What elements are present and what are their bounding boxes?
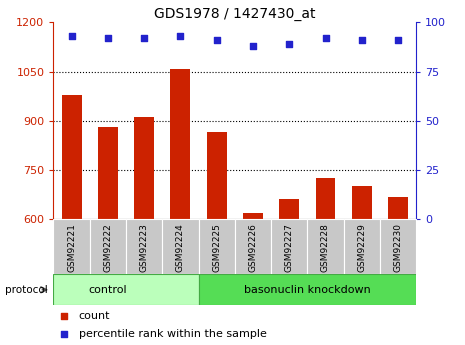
Point — [60, 331, 68, 337]
Bar — [316, 178, 335, 219]
Text: GSM92227: GSM92227 — [285, 224, 294, 272]
Text: GSM92228: GSM92228 — [321, 224, 330, 272]
Point — [322, 36, 329, 41]
Bar — [162, 219, 199, 274]
Bar — [134, 117, 154, 219]
Point — [249, 43, 257, 49]
Bar — [344, 219, 380, 274]
Text: count: count — [79, 312, 110, 322]
Bar — [307, 219, 344, 274]
Point — [68, 33, 75, 39]
Bar — [199, 274, 416, 305]
Bar — [53, 219, 90, 274]
Bar — [380, 219, 416, 274]
Text: GSM92225: GSM92225 — [212, 224, 221, 272]
Bar — [171, 69, 190, 219]
Text: protocol: protocol — [5, 285, 47, 295]
Bar — [90, 219, 126, 274]
Point — [140, 36, 148, 41]
Text: GSM92226: GSM92226 — [248, 224, 258, 272]
Text: GSM92224: GSM92224 — [176, 224, 185, 272]
Bar — [235, 219, 271, 274]
Bar — [62, 95, 81, 219]
Point — [104, 36, 112, 41]
Bar — [388, 197, 408, 219]
Text: basonuclin knockdown: basonuclin knockdown — [244, 285, 371, 295]
Text: percentile rank within the sample: percentile rank within the sample — [79, 329, 267, 339]
Point — [286, 41, 293, 47]
Point — [213, 37, 220, 43]
Bar — [243, 213, 263, 219]
Bar — [53, 274, 199, 305]
Bar — [98, 127, 118, 219]
Point — [177, 33, 184, 39]
Bar — [199, 219, 235, 274]
Text: GSM92221: GSM92221 — [67, 224, 76, 272]
Point — [394, 37, 402, 43]
Point — [60, 314, 68, 319]
Point — [358, 37, 365, 43]
Bar — [271, 219, 307, 274]
Text: GSM92229: GSM92229 — [357, 224, 366, 272]
Bar — [207, 132, 226, 219]
Text: GSM92230: GSM92230 — [393, 224, 403, 273]
Bar — [352, 186, 372, 219]
Text: GSM92222: GSM92222 — [103, 224, 113, 272]
Text: control: control — [88, 285, 127, 295]
Title: GDS1978 / 1427430_at: GDS1978 / 1427430_at — [154, 7, 316, 21]
Bar — [126, 219, 162, 274]
Bar — [279, 199, 299, 219]
Text: GSM92223: GSM92223 — [140, 224, 149, 272]
